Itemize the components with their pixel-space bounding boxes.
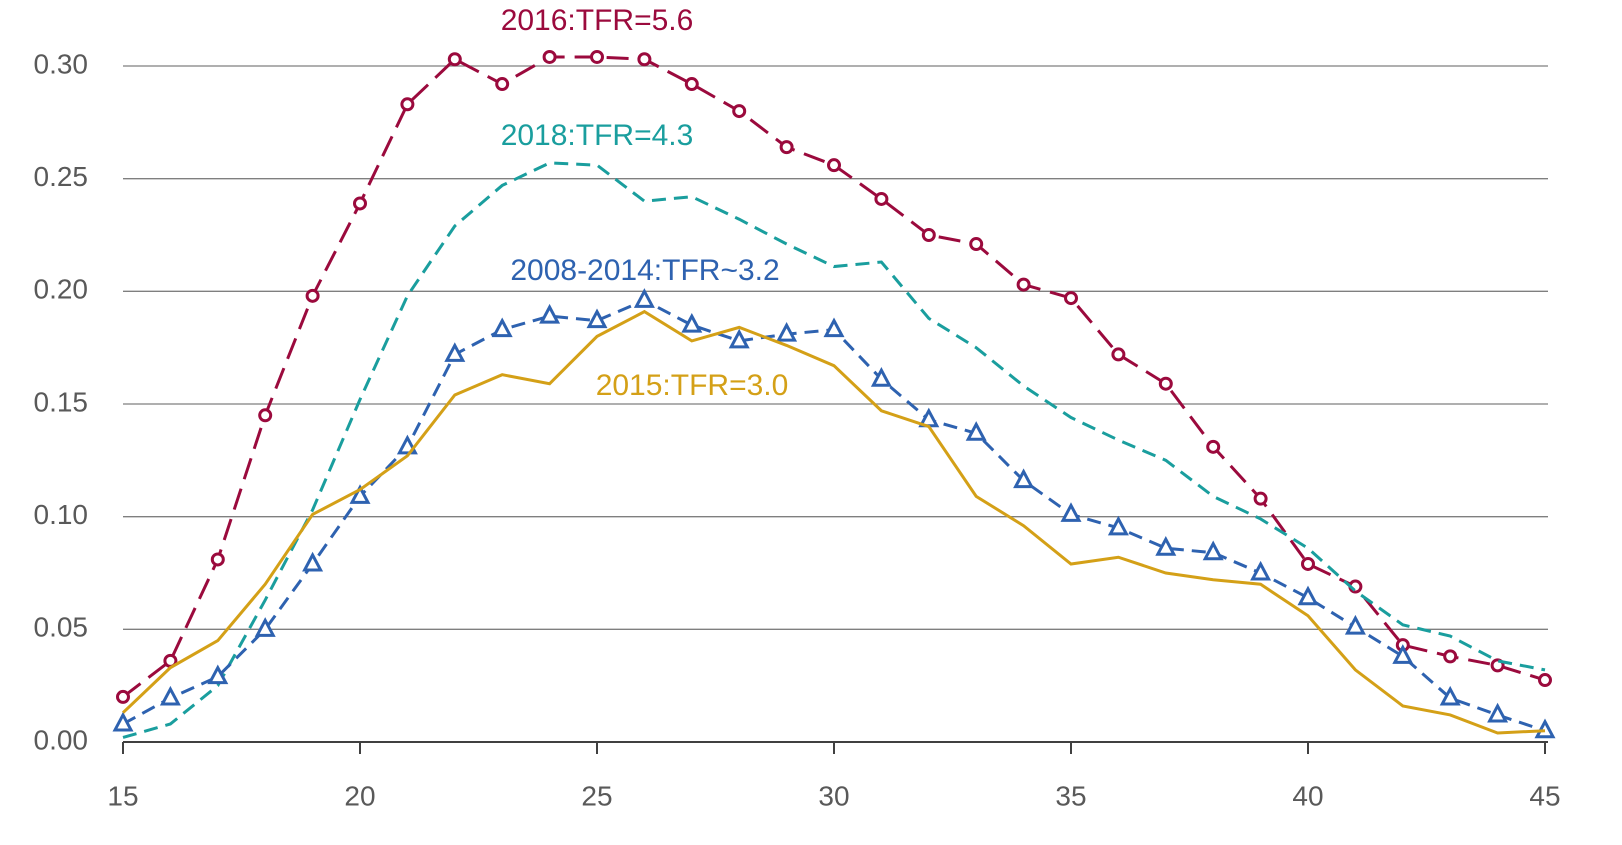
marker: [633, 288, 655, 308]
marker: [305, 288, 320, 303]
series-line: [122, 161, 1546, 739]
series-label: 2018:TFR=4.3: [501, 119, 694, 152]
y-tick-label: 0.15: [34, 386, 89, 417]
marker: [1443, 649, 1458, 664]
marker: [1202, 540, 1224, 561]
series-line: [121, 309, 1546, 735]
y-tick-label: 0.05: [34, 612, 89, 643]
marker: [874, 191, 889, 206]
marker: [447, 52, 462, 67]
series-label: 2016:TFR=5.6: [501, 4, 694, 37]
marker: [1016, 277, 1031, 292]
marker: [1060, 502, 1082, 522]
marker: [1155, 536, 1177, 556]
marker: [681, 312, 703, 333]
marker: [776, 321, 798, 342]
marker: [590, 49, 604, 64]
marker: [1301, 556, 1315, 571]
marker: [539, 303, 561, 324]
marker: [1487, 702, 1509, 723]
marker: [254, 617, 276, 637]
marker: [965, 421, 987, 441]
marker: [728, 328, 750, 349]
marker: [542, 49, 557, 64]
x-tick-label: 15: [107, 780, 138, 811]
marker: [1111, 347, 1126, 362]
marker: [1392, 644, 1414, 664]
marker: [1297, 585, 1319, 606]
marker: [921, 228, 936, 242]
marker: [779, 140, 794, 155]
x-tick-label: 35: [1055, 780, 1086, 811]
marker: [302, 551, 324, 572]
x-tick-label: 25: [581, 780, 612, 811]
marker: [353, 196, 367, 211]
marker: [1253, 491, 1268, 506]
x-tick-label: 30: [818, 780, 849, 811]
marker: [258, 408, 273, 423]
series-label: 2008-2014:TFR~3.2: [510, 254, 779, 287]
series-label: 2015:TFR=3.0: [596, 369, 789, 402]
x-tick-label: 40: [1292, 780, 1323, 811]
marker: [207, 664, 229, 685]
marker: [444, 342, 466, 362]
marker: [1344, 614, 1366, 635]
marker: [823, 317, 845, 338]
marker: [1064, 291, 1078, 306]
marker: [637, 52, 652, 67]
marker: [969, 237, 984, 252]
marker: [159, 685, 181, 706]
marker: [112, 711, 134, 732]
marker: [1439, 685, 1461, 706]
marker: [400, 97, 415, 112]
marker: [684, 77, 699, 92]
marker: [116, 689, 130, 704]
series-line: [122, 55, 1546, 699]
marker: [491, 317, 513, 338]
marker: [586, 308, 608, 329]
marker: [1538, 673, 1552, 688]
marker: [1206, 439, 1221, 454]
y-tick-label: 0.00: [34, 724, 89, 755]
y-tick-label: 0.30: [34, 48, 89, 79]
marker: [1250, 560, 1272, 581]
marker: [732, 104, 747, 119]
marker: [827, 158, 841, 173]
y-tick-label: 0.20: [34, 274, 89, 305]
marker: [495, 77, 510, 92]
x-tick-label: 20: [344, 780, 375, 811]
marker: [1107, 515, 1129, 536]
marker: [870, 367, 892, 387]
marker: [210, 552, 225, 567]
marker: [1534, 718, 1556, 739]
marker: [349, 484, 371, 504]
x-tick-label: 45: [1529, 780, 1560, 811]
y-tick-label: 0.25: [34, 161, 89, 192]
y-tick-label: 0.10: [34, 499, 89, 530]
marker: [1013, 468, 1035, 489]
marker: [1158, 376, 1173, 391]
